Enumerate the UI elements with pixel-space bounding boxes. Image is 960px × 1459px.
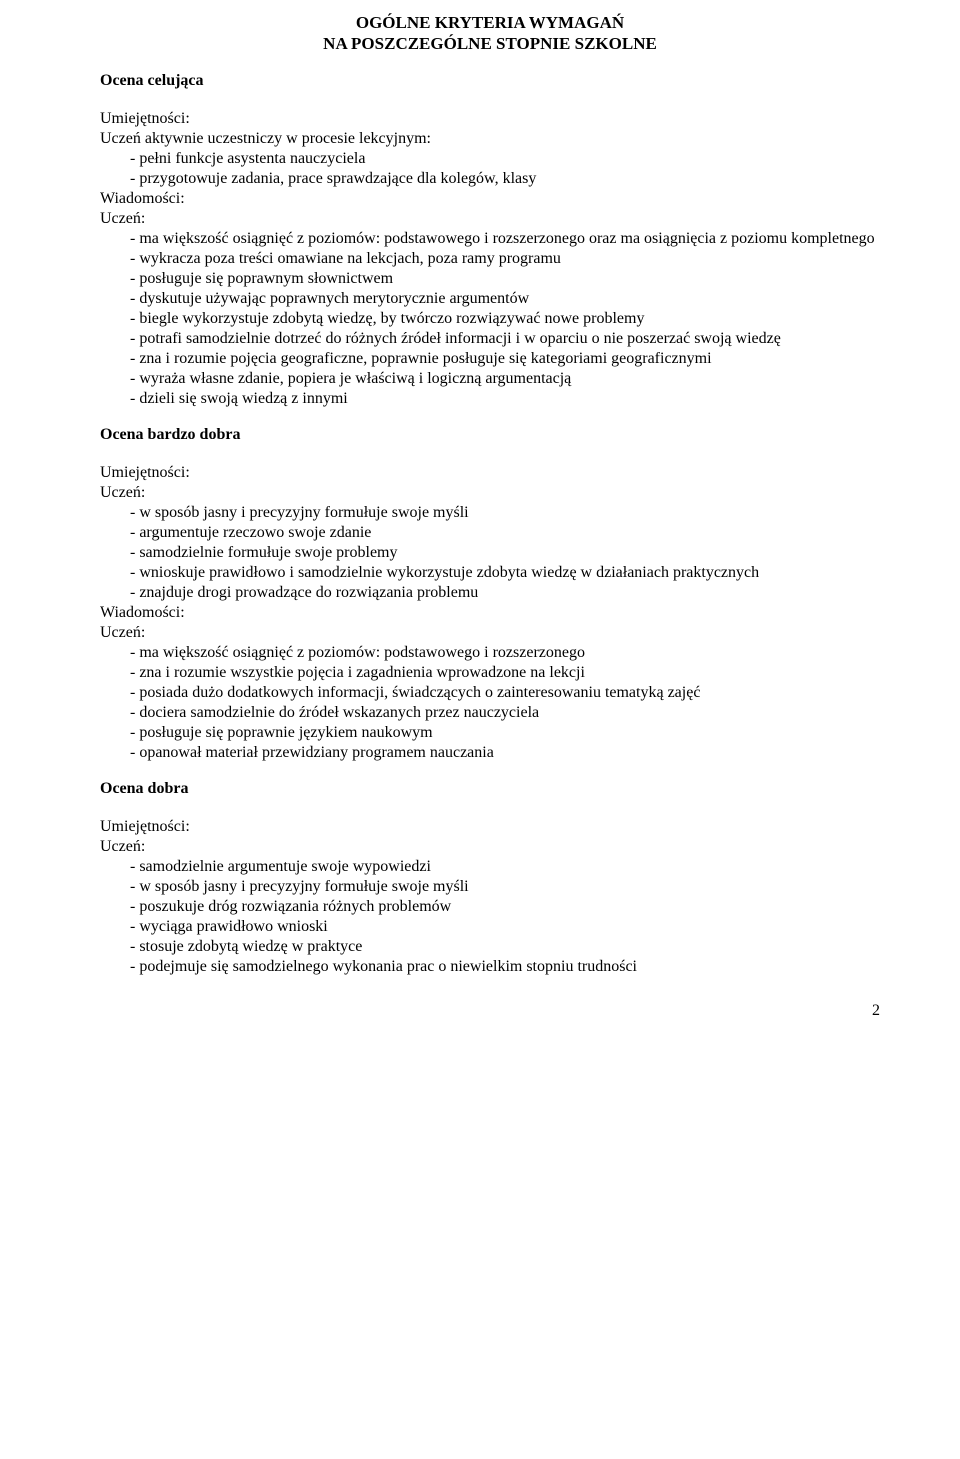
list-item: zna i rozumie wszystkie pojęcia i zagadn… — [130, 663, 880, 683]
celujaca-wiadomosci-list: ma większość osiągnięć z poziomów: podst… — [100, 229, 880, 409]
list-item: w sposób jasny i precyzyjny formułuje sw… — [130, 877, 880, 897]
list-item: samodzielnie argumentuje swoje wypowiedz… — [130, 857, 880, 877]
bdb-umiejetnosci-list: w sposób jasny i precyzyjny formułuje sw… — [100, 503, 880, 603]
heading-celujaca: Ocena celująca — [100, 71, 880, 91]
label-umiejetnosci: Umiejętności: — [100, 463, 880, 483]
list-item: pełni funkcje asystenta nauczyciela — [130, 149, 880, 169]
title-line-1: OGÓLNE KRYTERIA WYMAGAŃ — [100, 12, 880, 33]
list-item: przygotowuje zadania, prace sprawdzające… — [130, 169, 880, 189]
list-item: ma większość osiągnięć z poziomów: podst… — [130, 643, 880, 663]
list-item: stosuje zdobytą wiedzę w praktyce — [130, 937, 880, 957]
label-umiejetnosci: Umiejętności: — [100, 109, 880, 129]
celujaca-umiejetnosci-list: pełni funkcje asystenta nauczyciela przy… — [100, 149, 880, 189]
bdb-wiadomosci-list: ma większość osiągnięć z poziomów: podst… — [100, 643, 880, 763]
label-uczen: Uczeń: — [100, 837, 880, 857]
list-item: wyraża własne zdanie, popiera je właściw… — [130, 369, 880, 389]
label-uczen: Uczeń: — [100, 209, 880, 229]
list-item: w sposób jasny i precyzyjny formułuje sw… — [130, 503, 880, 523]
list-item: zna i rozumie pojęcia geograficzne, popr… — [130, 349, 880, 369]
list-item: posługuje się poprawnym słownictwem — [130, 269, 880, 289]
list-item: dyskutuje używając poprawnych merytorycz… — [130, 289, 880, 309]
list-item: dzieli się swoją wiedzą z innymi — [130, 389, 880, 409]
heading-bdb: Ocena bardzo dobra — [100, 425, 880, 445]
list-item: poszukuje dróg rozwiązania różnych probl… — [130, 897, 880, 917]
list-item: argumentuje rzeczowo swoje zdanie — [130, 523, 880, 543]
list-item: samodzielnie formułuje swoje problemy — [130, 543, 880, 563]
list-item: wykracza poza treści omawiane na lekcjac… — [130, 249, 880, 269]
heading-dobra: Ocena dobra — [100, 779, 880, 799]
list-item: znajduje drogi prowadzące do rozwiązania… — [130, 583, 880, 603]
label-wiadomosci: Wiadomości: — [100, 189, 880, 209]
label-uczen: Uczeń: — [100, 483, 880, 503]
list-item: posługuje się poprawnie językiem naukowy… — [130, 723, 880, 743]
list-item: wyciąga prawidłowo wnioski — [130, 917, 880, 937]
list-item: dociera samodzielnie do źródeł wskazanyc… — [130, 703, 880, 723]
list-item: posiada dużo dodatkowych informacji, świ… — [130, 683, 880, 703]
page-number: 2 — [100, 1001, 880, 1021]
list-item: wnioskuje prawidłowo i samodzielnie wyko… — [130, 563, 880, 583]
dobra-umiejetnosci-list: samodzielnie argumentuje swoje wypowiedz… — [100, 857, 880, 977]
label-wiadomosci: Wiadomości: — [100, 603, 880, 623]
celujaca-intro: Uczeń aktywnie uczestniczy w procesie le… — [100, 129, 880, 149]
list-item: potrafi samodzielnie dotrzeć do różnych … — [130, 329, 880, 349]
document-title: OGÓLNE KRYTERIA WYMAGAŃ NA POSZCZEGÓLNE … — [100, 12, 880, 55]
list-item: biegle wykorzystuje zdobytą wiedzę, by t… — [130, 309, 880, 329]
label-umiejetnosci: Umiejętności: — [100, 817, 880, 837]
list-item: opanował materiał przewidziany programem… — [130, 743, 880, 763]
list-item: ma większość osiągnięć z poziomów: podst… — [130, 229, 880, 249]
label-uczen: Uczeń: — [100, 623, 880, 643]
list-item: podejmuje się samodzielnego wykonania pr… — [130, 957, 880, 977]
title-line-2: NA POSZCZEGÓLNE STOPNIE SZKOLNE — [100, 33, 880, 54]
